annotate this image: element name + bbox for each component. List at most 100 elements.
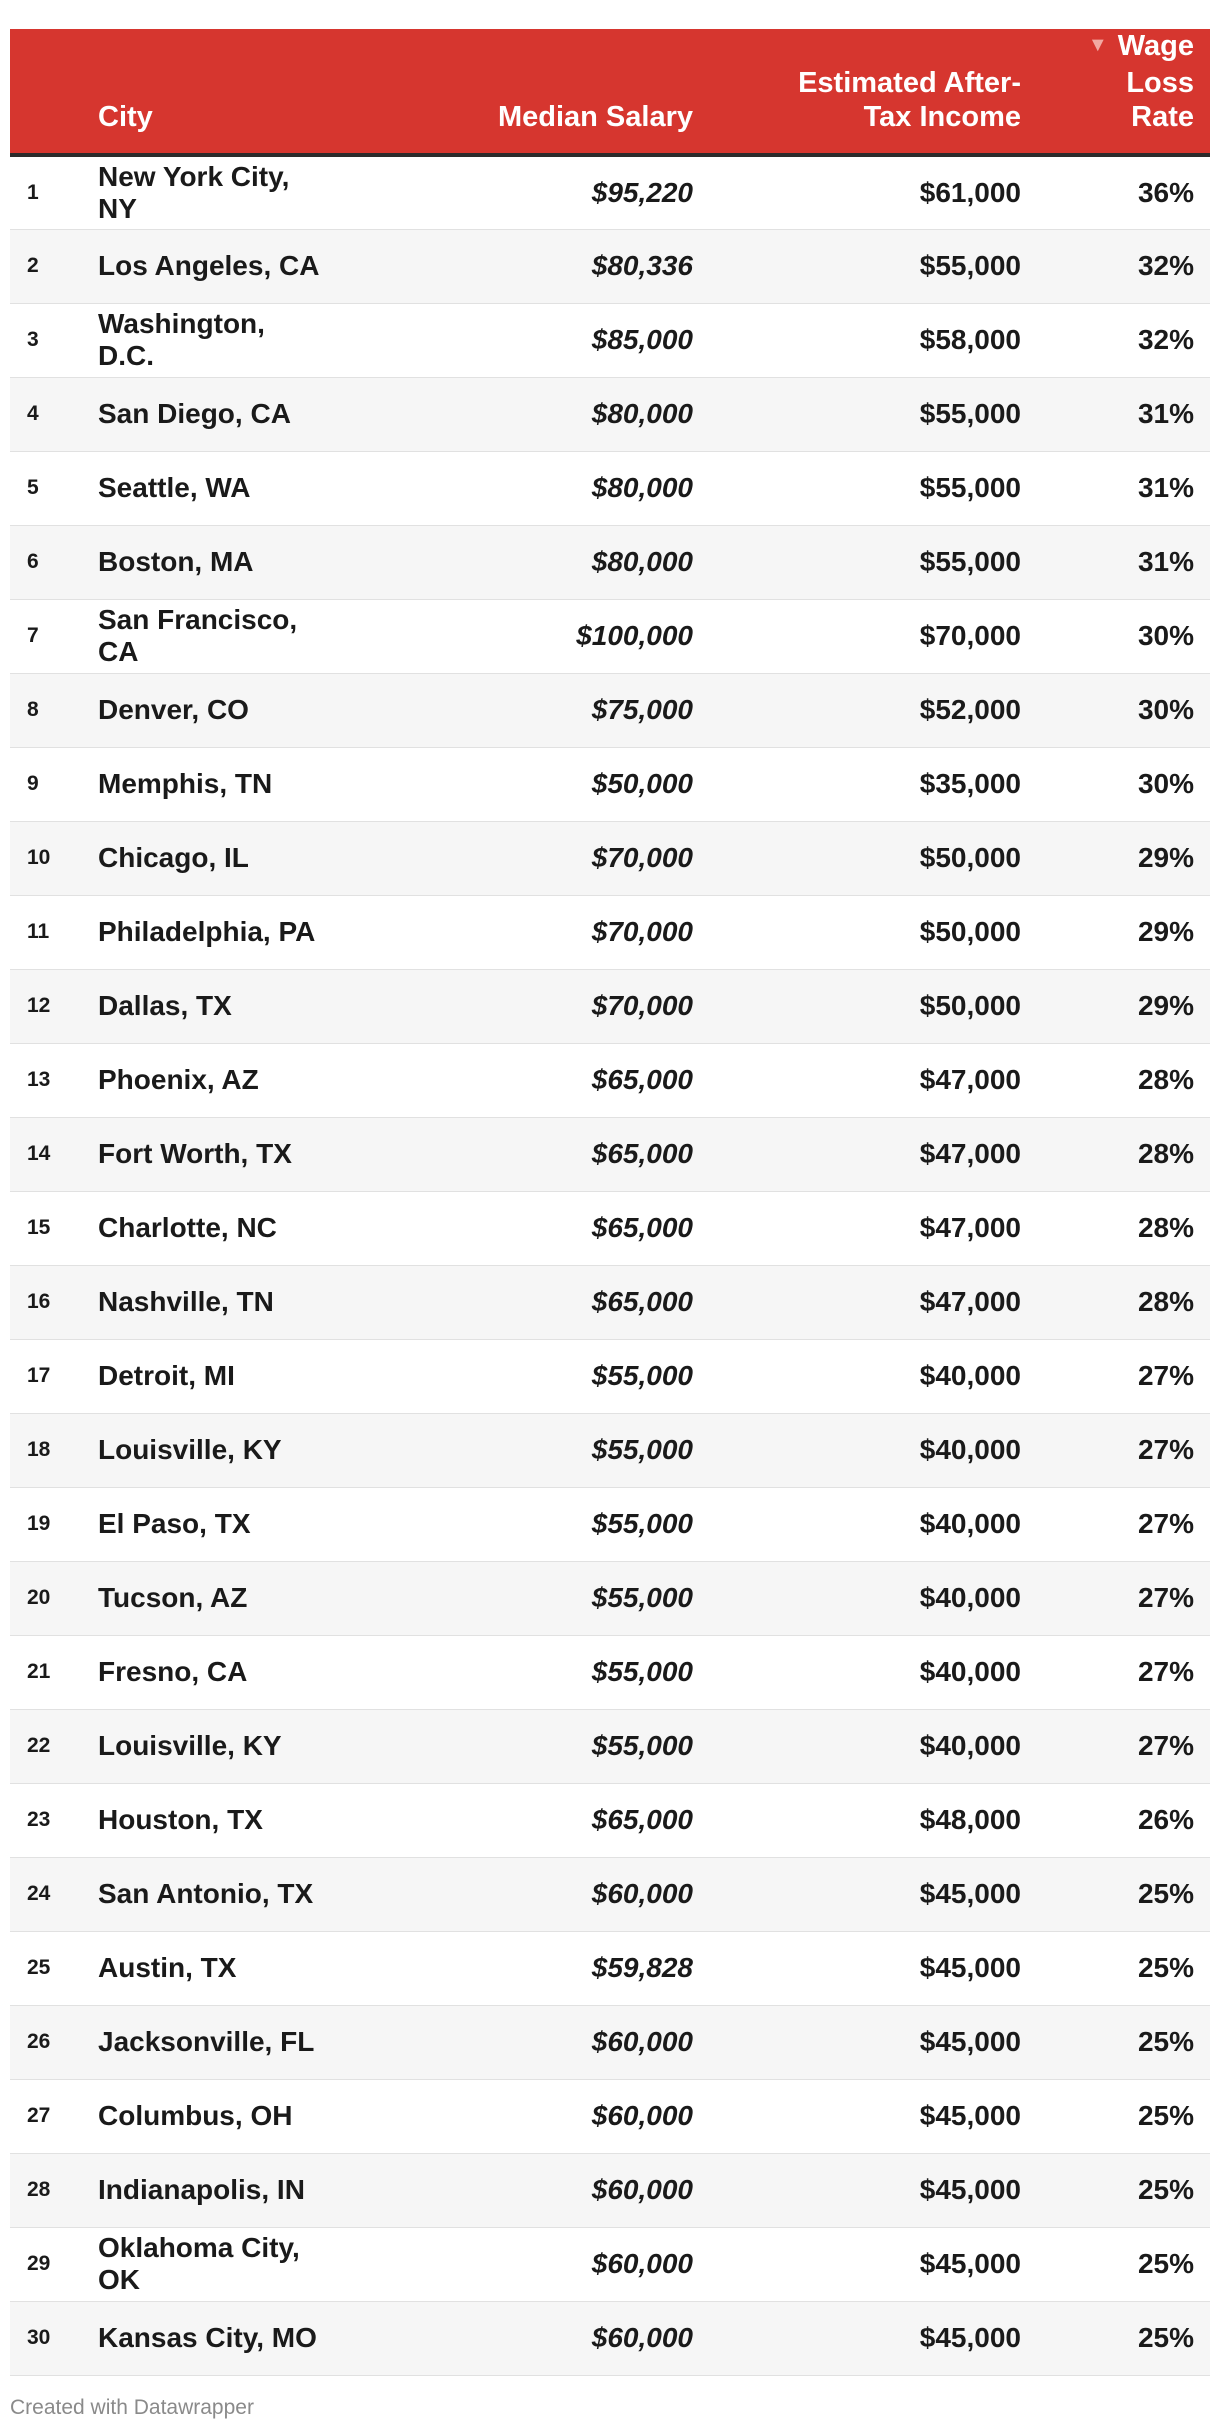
header-median-salary-label: Median Salary: [497, 101, 693, 133]
wage-loss-rate-cell: 32%: [1037, 229, 1210, 304]
table-row: 20 Tucson, AZ $55,000 $40,000 27%: [10, 1561, 1210, 1636]
rank-cell: 4: [10, 377, 82, 452]
wage-loss-rate-cell: 30%: [1037, 599, 1210, 674]
wage-loss-rate-cell: 36%: [1037, 155, 1210, 230]
table-row: 28 Indianapolis, IN $60,000 $45,000 25%: [10, 2153, 1210, 2228]
median-salary-cell: $80,000: [343, 525, 709, 600]
header-wage-loss-rate[interactable]: ▼ Wage Loss Rate: [1037, 29, 1210, 157]
table-row: 23 Houston, TX $65,000 $48,000 26%: [10, 1783, 1210, 1858]
median-salary-cell: $65,000: [343, 1191, 709, 1266]
median-salary-cell: $65,000: [343, 1043, 709, 1118]
median-salary-cell: $65,000: [343, 1265, 709, 1340]
table-row: 12 Dallas, TX $70,000 $50,000 29%: [10, 969, 1210, 1044]
wage-loss-rate-cell: 27%: [1037, 1561, 1210, 1636]
wage-loss-rate-cell: 25%: [1037, 2153, 1210, 2228]
median-salary-cell: $60,000: [343, 1857, 709, 1932]
wage-loss-rate-cell: 25%: [1037, 2079, 1210, 2154]
header-rank: [10, 29, 82, 157]
wage-loss-rate-cell: 27%: [1037, 1709, 1210, 1784]
city-cell: El Paso, TX: [82, 1487, 343, 1562]
city-cell: San Diego, CA: [82, 377, 343, 452]
median-salary-cell: $65,000: [343, 1117, 709, 1192]
table-row: 27 Columbus, OH $60,000 $45,000 25%: [10, 2079, 1210, 2154]
table-row: 22 Louisville, KY $55,000 $40,000 27%: [10, 1709, 1210, 1784]
after-tax-income-cell: $40,000: [709, 1487, 1037, 1562]
rank-cell: 14: [10, 1117, 82, 1192]
header-city-label: City: [98, 101, 153, 133]
table-row: 24 San Antonio, TX $60,000 $45,000 25%: [10, 1857, 1210, 1932]
table-row: 19 El Paso, TX $55,000 $40,000 27%: [10, 1487, 1210, 1562]
median-salary-cell: $95,220: [343, 155, 709, 230]
table-row: 10 Chicago, IL $70,000 $50,000 29%: [10, 821, 1210, 896]
rank-cell: 13: [10, 1043, 82, 1118]
after-tax-income-cell: $47,000: [709, 1191, 1037, 1266]
wage-loss-rate-cell: 27%: [1037, 1413, 1210, 1488]
rank-cell: 10: [10, 821, 82, 896]
rank-cell: 29: [10, 2227, 82, 2302]
wage-loss-rate-cell: 25%: [1037, 2227, 1210, 2302]
median-salary-cell: $70,000: [343, 895, 709, 970]
median-salary-cell: $85,000: [343, 303, 709, 378]
wage-loss-rate-cell: 31%: [1037, 377, 1210, 452]
after-tax-income-cell: $55,000: [709, 451, 1037, 526]
after-tax-income-cell: $47,000: [709, 1117, 1037, 1192]
median-salary-cell: $65,000: [343, 1783, 709, 1858]
after-tax-income-cell: $40,000: [709, 1561, 1037, 1636]
wage-loss-rate-cell: 29%: [1037, 821, 1210, 896]
table-row: 4 San Diego, CA $80,000 $55,000 31%: [10, 377, 1210, 452]
after-tax-income-cell: $40,000: [709, 1339, 1037, 1414]
table-row: 14 Fort Worth, TX $65,000 $47,000 28%: [10, 1117, 1210, 1192]
table-row: 9 Memphis, TN $50,000 $35,000 30%: [10, 747, 1210, 822]
after-tax-income-cell: $61,000: [709, 155, 1037, 230]
wage-loss-rate-cell: 32%: [1037, 303, 1210, 378]
median-salary-cell: $70,000: [343, 821, 709, 896]
header-after-tax-income[interactable]: Estimated After- Tax Income: [709, 29, 1037, 157]
wage-loss-rate-cell: 28%: [1037, 1043, 1210, 1118]
header-rate-line1: Wage Loss: [1117, 30, 1194, 99]
after-tax-income-cell: $45,000: [709, 2079, 1037, 2154]
wage-loss-rate-cell: 29%: [1037, 895, 1210, 970]
city-cell: Nashville, TN: [82, 1265, 343, 1340]
after-tax-income-cell: $48,000: [709, 1783, 1037, 1858]
rank-cell: 17: [10, 1339, 82, 1414]
header-after-tax-line1: Estimated After-: [798, 67, 1021, 99]
city-cell: San Francisco, CA: [82, 599, 343, 674]
city-cell: Kansas City, MO: [82, 2301, 343, 2376]
rank-cell: 11: [10, 895, 82, 970]
data-table-container: City Median Salary Estimated After- Tax …: [10, 29, 1210, 2376]
wage-loss-rate-cell: 30%: [1037, 673, 1210, 748]
table-row: 6 Boston, MA $80,000 $55,000 31%: [10, 525, 1210, 600]
city-cell: Fort Worth, TX: [82, 1117, 343, 1192]
table-row: 7 San Francisco, CA $100,000 $70,000 30%: [10, 599, 1210, 674]
table-row: 15 Charlotte, NC $65,000 $47,000 28%: [10, 1191, 1210, 1266]
city-cell: Phoenix, AZ: [82, 1043, 343, 1118]
median-salary-cell: $55,000: [343, 1413, 709, 1488]
wage-loss-rate-cell: 28%: [1037, 1191, 1210, 1266]
header-median-salary[interactable]: Median Salary: [343, 29, 709, 157]
wage-loss-rate-cell: 25%: [1037, 2005, 1210, 2080]
header-city[interactable]: City: [82, 29, 343, 157]
sort-descending-icon: ▼: [1087, 34, 1108, 56]
median-salary-cell: $50,000: [343, 747, 709, 822]
after-tax-income-cell: $47,000: [709, 1265, 1037, 1340]
after-tax-income-cell: $40,000: [709, 1635, 1037, 1710]
city-cell: Houston, TX: [82, 1783, 343, 1858]
wage-loss-rate-cell: 27%: [1037, 1339, 1210, 1414]
wage-loss-rate-cell: 28%: [1037, 1265, 1210, 1340]
wage-loss-rate-cell: 27%: [1037, 1635, 1210, 1710]
rank-cell: 23: [10, 1783, 82, 1858]
city-cell: Detroit, MI: [82, 1339, 343, 1414]
rank-cell: 24: [10, 1857, 82, 1932]
after-tax-income-cell: $55,000: [709, 525, 1037, 600]
median-salary-cell: $55,000: [343, 1339, 709, 1414]
rank-cell: 2: [10, 229, 82, 304]
rank-cell: 7: [10, 599, 82, 674]
header-row: City Median Salary Estimated After- Tax …: [10, 29, 1210, 157]
city-cell: Austin, TX: [82, 1931, 343, 2006]
table-row: 1 New York City, NY $95,220 $61,000 36%: [10, 155, 1210, 230]
city-cell: Indianapolis, IN: [82, 2153, 343, 2228]
rank-cell: 5: [10, 451, 82, 526]
median-salary-cell: $60,000: [343, 2079, 709, 2154]
median-salary-cell: $55,000: [343, 1709, 709, 1784]
median-salary-cell: $70,000: [343, 969, 709, 1044]
